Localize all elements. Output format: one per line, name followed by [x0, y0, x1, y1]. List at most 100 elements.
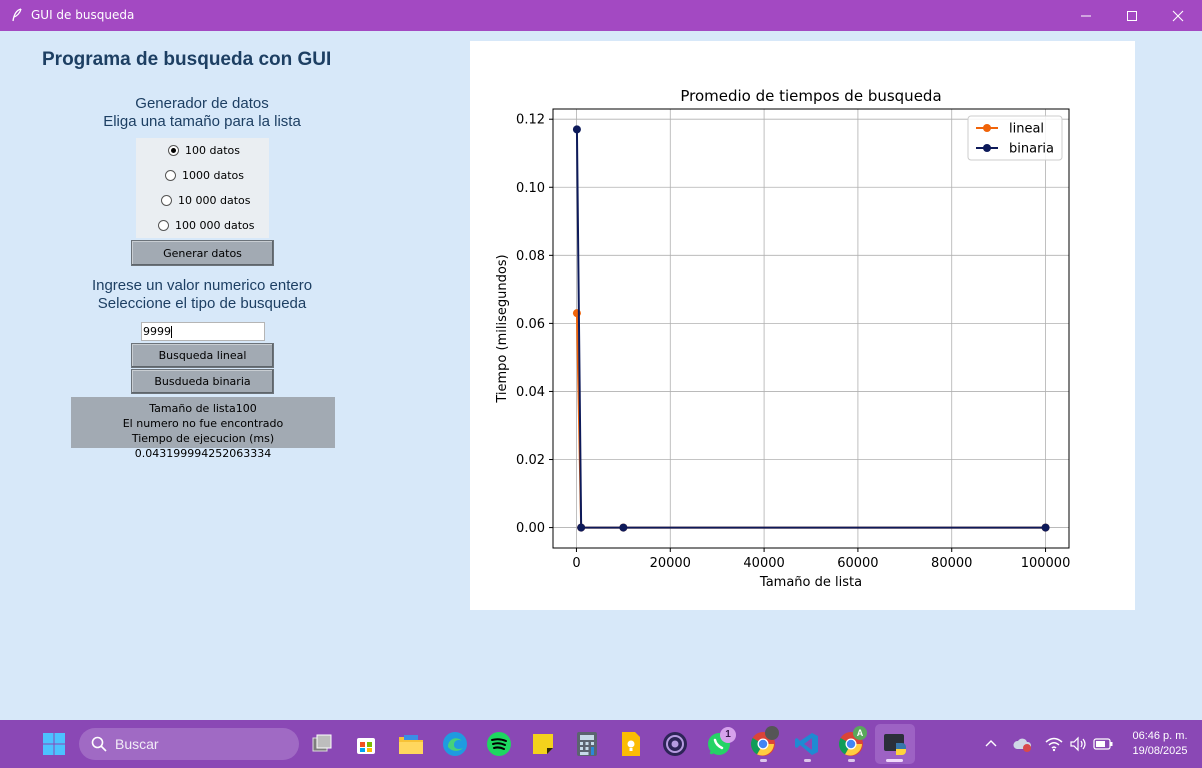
maximize-button[interactable]: [1109, 0, 1155, 31]
radio-100000[interactable]: 100 000 datos: [158, 219, 254, 232]
vscode-icon: [795, 733, 818, 755]
running-indicator: [804, 759, 811, 762]
tray-battery[interactable]: [1089, 730, 1117, 758]
tray-overflow-button[interactable]: [977, 730, 1005, 758]
legend-label-binaria: binaria: [1009, 142, 1054, 157]
tray-wifi[interactable]: [1040, 730, 1068, 758]
data-point-binaria: [577, 523, 586, 532]
taskbar-search[interactable]: Buscar: [79, 728, 299, 760]
generator-caption-line2: Eliga una tamaño para la lista: [103, 113, 301, 130]
edge-icon: [443, 732, 467, 756]
result-panel: Tamaño de lista100 El numero no fue enco…: [71, 397, 335, 460]
y-tick-label: 0.04: [516, 385, 545, 400]
page-title: Programa de busqueda con GUI: [42, 49, 332, 70]
x-tick-label: 100000: [1021, 556, 1071, 571]
y-axis-label: Tiempo (milisegundos): [495, 254, 510, 403]
time-chart: 0 20000 40000 60000 80000 100000 0.00 0.02 0.04 0…: [495, 87, 1071, 590]
taskbar-vscode[interactable]: [793, 730, 821, 758]
clock-time: 06:46 p. m.: [1132, 730, 1188, 742]
task-view-icon: [312, 734, 332, 752]
taskbar-sticky-notes[interactable]: [529, 730, 557, 758]
python-window-icon: [884, 734, 906, 755]
x-tick-label: 0: [572, 556, 580, 571]
result-size: Tamaño de lista100: [149, 402, 257, 415]
taskbar-store[interactable]: [352, 730, 380, 758]
chevron-up-icon: [985, 740, 997, 747]
tray-volume[interactable]: [1064, 730, 1092, 758]
taskbar-python-app[interactable]: [881, 730, 909, 758]
running-indicator-active: [886, 759, 903, 762]
y-tick-label: 0.02: [516, 453, 545, 468]
running-indicator: [848, 759, 855, 762]
text-caret: [171, 326, 172, 338]
radio-empty-icon: [161, 195, 172, 206]
binary-search-button[interactable]: Busdueda binaria: [131, 369, 274, 394]
cloud-icon: [1013, 738, 1032, 752]
battery-icon: [1093, 738, 1113, 750]
x-tick-label: 20000: [650, 556, 691, 571]
search-caption-line1: Ingrese un valor numerico entero: [91, 277, 313, 294]
clock-date: 19/08/2025: [1132, 745, 1188, 757]
y-tick-label: 0.08: [516, 249, 545, 264]
whatsapp-badge: 1: [720, 727, 736, 743]
legend-marker-binaria: [983, 144, 991, 152]
tray-clock[interactable]: 06:46 p. m. 19/08/2025: [1124, 729, 1196, 759]
legend-marker-lineal: [983, 124, 991, 132]
radio-label: 10 000 datos: [178, 194, 251, 207]
radio-100[interactable]: 100 datos: [168, 144, 240, 157]
sticky-notes-icon: [533, 734, 553, 754]
taskbar-spotify[interactable]: [485, 730, 513, 758]
data-point-binaria: [619, 523, 628, 532]
value-input[interactable]: 9999: [141, 322, 265, 341]
radio-selected-icon: [168, 145, 179, 156]
search-placeholder: Buscar: [115, 736, 159, 752]
chrome-icon: [838, 732, 863, 756]
linear-search-button[interactable]: Busqueda lineal: [131, 343, 274, 368]
generator-caption: Generador de datos Eliga una tamaño para…: [52, 95, 352, 131]
y-tick-label: 0.12: [516, 113, 545, 128]
series-line-lineal: [575, 313, 1046, 529]
close-button[interactable]: [1155, 0, 1201, 31]
title-bar: GUI de busqueda: [0, 0, 1202, 31]
search-icon: [91, 736, 107, 752]
radio-label: 100 000 datos: [175, 219, 255, 232]
taskbar-keep[interactable]: [617, 730, 645, 758]
spotify-icon: [487, 732, 511, 756]
taskbar-edge[interactable]: [441, 730, 469, 758]
generator-caption-line1: Generador de datos: [135, 95, 269, 112]
legend-label-lineal: lineal: [1009, 122, 1044, 137]
radio-1000[interactable]: 1000 datos: [165, 169, 244, 182]
chart-title: Promedio de tiempos de busqueda: [680, 87, 941, 105]
y-tick-label: 0.10: [516, 181, 545, 196]
app-circle-icon: [663, 732, 687, 756]
folder-icon: [399, 735, 423, 754]
y-tick-label: 0.06: [516, 317, 545, 332]
minimize-icon: [1081, 15, 1091, 16]
start-button[interactable]: [40, 730, 68, 758]
taskbar-chrome-2[interactable]: [837, 730, 865, 758]
wifi-icon: [1045, 737, 1063, 752]
calculator-icon: [577, 732, 597, 756]
taskbar-explorer[interactable]: [397, 730, 425, 758]
speaker-icon: [1070, 736, 1086, 752]
y-tick-label: 0.00: [516, 521, 545, 536]
generate-data-button[interactable]: Generar datos: [131, 240, 274, 266]
radio-label: 1000 datos: [182, 169, 244, 182]
close-icon: [1172, 10, 1184, 21]
chrome-profile-badge: A: [853, 726, 867, 740]
task-view-button[interactable]: [308, 730, 336, 758]
minimize-button[interactable]: [1063, 0, 1109, 31]
radio-empty-icon: [165, 170, 176, 181]
feather-icon: [12, 8, 22, 22]
tray-onedrive[interactable]: [1009, 730, 1037, 758]
series-line-binaria: [575, 129, 1046, 529]
taskbar-calculator[interactable]: [573, 730, 601, 758]
taskbar-app-circle[interactable]: [661, 730, 689, 758]
result-status: El numero no fue encontrado: [122, 417, 284, 430]
windows-logo-icon: [43, 733, 65, 755]
data-point-binaria: [1041, 523, 1050, 532]
search-caption: Ingrese un valor numerico entero Selecci…: [52, 277, 352, 313]
data-point-binaria: [572, 125, 581, 134]
keep-notes-icon: [622, 732, 640, 756]
radio-10000[interactable]: 10 000 datos: [161, 194, 250, 207]
